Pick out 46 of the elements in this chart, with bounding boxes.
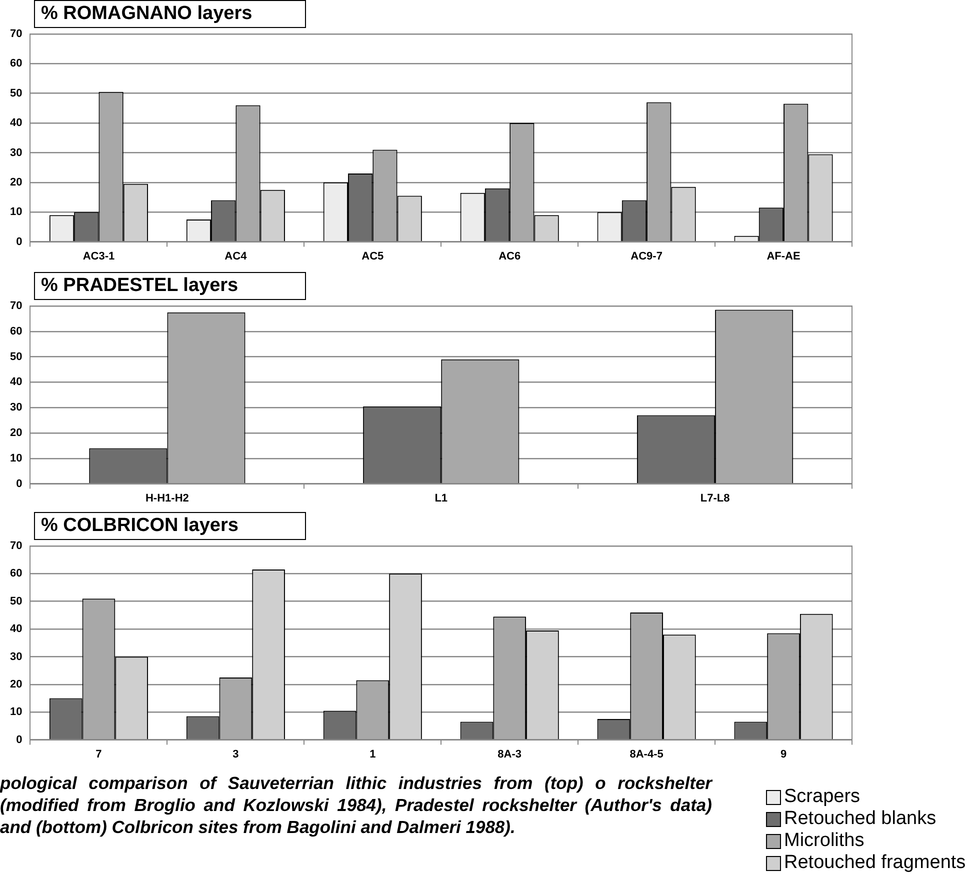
y-tick-label: 70 (10, 28, 22, 40)
x-tick-label: L1 (434, 492, 448, 504)
legend-label: Microliths (784, 830, 864, 852)
title-frame: % ROMAGNANO layers (34, 0, 306, 28)
y-tick-label: 30 (10, 650, 22, 663)
x-tick-label: AC3-1 (82, 250, 115, 262)
y-tick-label: 60 (10, 568, 22, 580)
y-tick-label: 40 (10, 623, 22, 636)
x-tick-label: L7-L8 (700, 492, 730, 504)
x-tick-label: 3 (232, 748, 239, 760)
title-frame: % COLBRICON layers (34, 512, 306, 540)
x-tick-label: AC5 (362, 250, 384, 262)
y-tick-label: 10 (10, 206, 22, 218)
y-tick-label: 60 (10, 58, 22, 70)
y-tick-label: 10 (10, 452, 22, 464)
y-tick-label: 0 (16, 478, 22, 490)
x-tick-label: AC6 (498, 250, 521, 262)
legend-label: Retouched blanks (784, 808, 936, 830)
y-tick-label: 70 (10, 540, 22, 552)
y-tick-label: 20 (10, 678, 22, 690)
y-tick-label: 0 (16, 734, 22, 746)
y-tick-label: 40 (10, 376, 22, 388)
y-tick-label: 30 (10, 402, 22, 414)
y-tick-label: 70 (10, 300, 22, 312)
y-tick-label: 30 (10, 146, 22, 159)
x-tick-label: 8A-3 (498, 748, 522, 760)
y-tick-label: 20 (10, 176, 22, 188)
x-tick-label: 1 (370, 748, 376, 760)
x-tick-label: AC9-7 (630, 250, 662, 262)
x-tick-label: AF-AE (766, 250, 800, 262)
y-tick-label: 10 (10, 706, 22, 718)
x-tick-label: H-H1-H2 (145, 492, 189, 504)
y-tick-label: 60 (10, 325, 22, 338)
x-tick-label: 8A-4-5 (630, 748, 664, 760)
x-tick-label: 7 (96, 748, 102, 760)
y-tick-label: 50 (10, 87, 22, 100)
legend-label: Retouched fragments (784, 852, 966, 874)
y-tick-label: 40 (10, 117, 22, 130)
y-tick-label: 0 (16, 236, 22, 248)
x-tick-label: 9 (780, 748, 787, 760)
y-tick-label: 50 (10, 595, 22, 608)
y-tick-label: 50 (10, 350, 22, 363)
x-tick-label: AC4 (224, 250, 248, 262)
legend-label: Scrapers (784, 786, 860, 808)
title-frame: % PRADESTEL layers (34, 272, 306, 300)
y-tick-label: 20 (10, 427, 22, 440)
